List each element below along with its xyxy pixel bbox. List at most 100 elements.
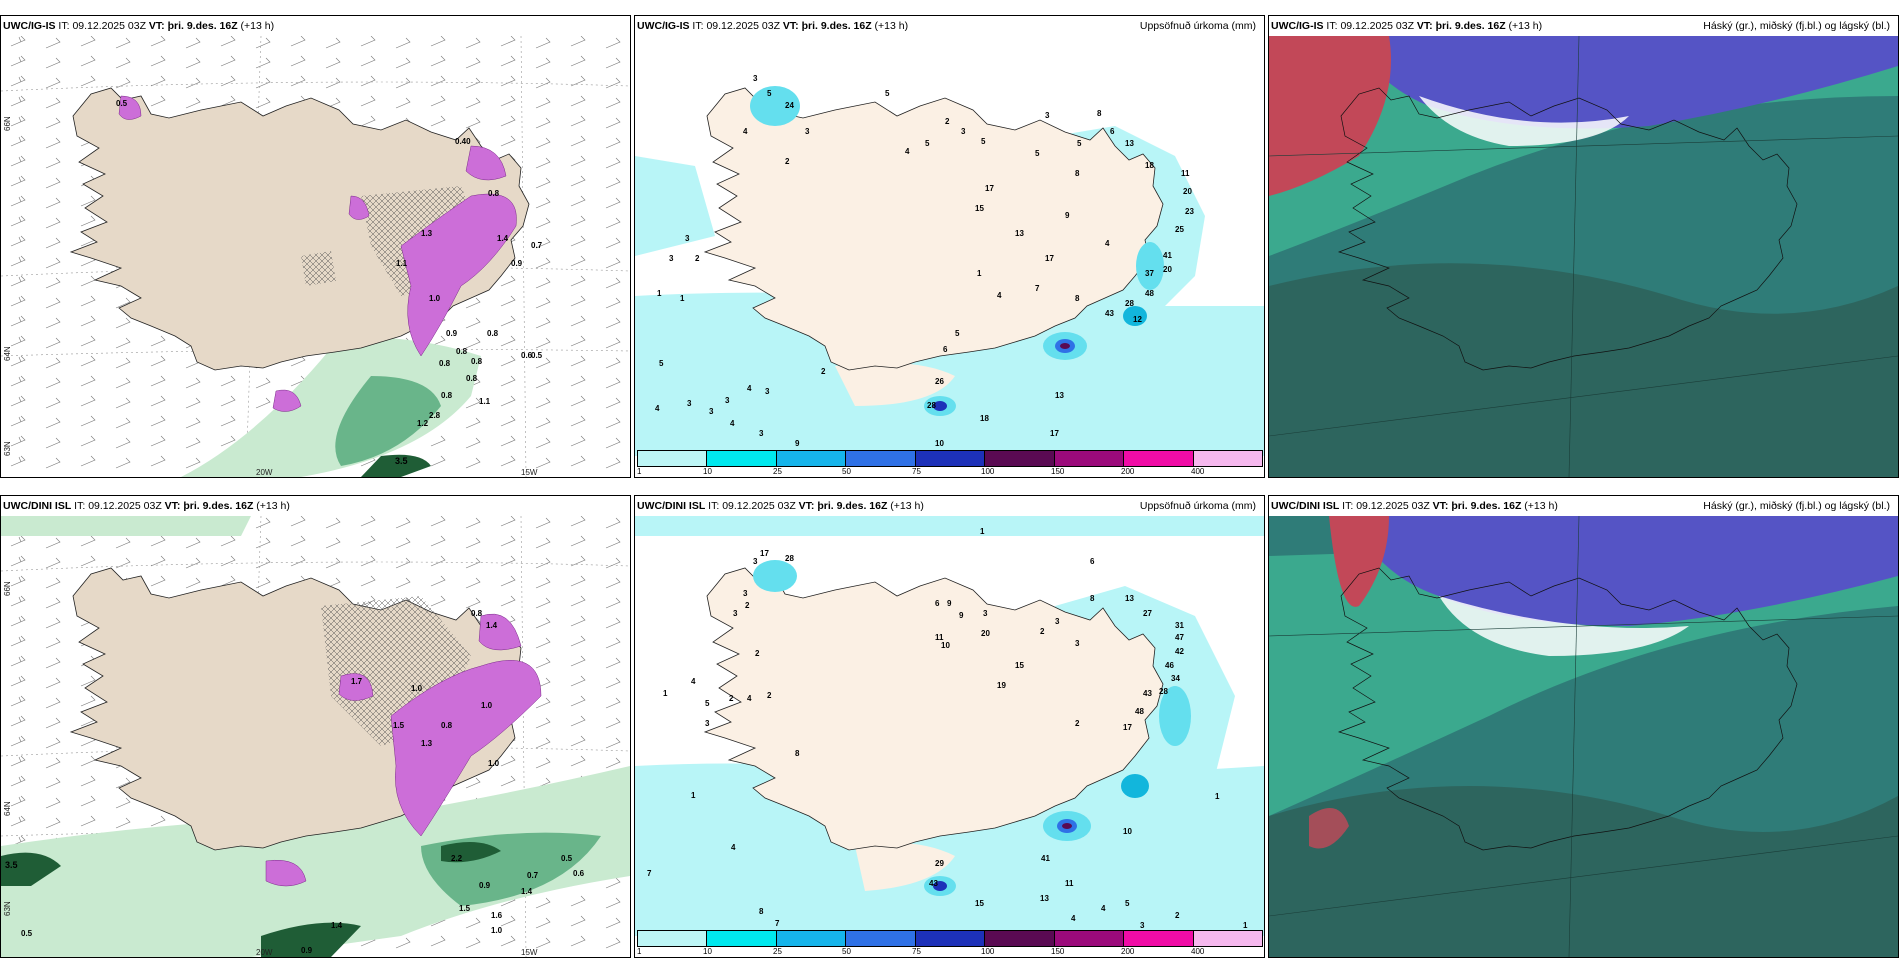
label: 5 bbox=[1035, 149, 1040, 158]
label: 4 bbox=[1071, 914, 1076, 923]
label: 19 bbox=[997, 681, 1006, 690]
label: 4 bbox=[1105, 239, 1110, 248]
panel-header: UWC/DINI ISL IT: 09.12.2025 03Z VT: þri.… bbox=[1269, 496, 1898, 516]
label: 17 bbox=[760, 549, 769, 558]
lon-label-15: 15W bbox=[521, 948, 538, 957]
legend-tick: 200 bbox=[1121, 947, 1135, 956]
label: 0.8 bbox=[471, 357, 483, 366]
label: 8 bbox=[1075, 294, 1080, 303]
label: 10 bbox=[941, 641, 950, 650]
label: 0.8 bbox=[456, 347, 468, 356]
label: 1.2 bbox=[417, 419, 429, 428]
label: 5 bbox=[925, 139, 930, 148]
label: 8 bbox=[795, 749, 800, 758]
label: 3 bbox=[753, 557, 758, 566]
label: 43 bbox=[1105, 309, 1114, 318]
lat-label-64: 64N bbox=[3, 801, 12, 816]
wind-barbs bbox=[10, 36, 621, 469]
precip-color-legend bbox=[637, 450, 1263, 467]
legend-tick: 400 bbox=[1191, 947, 1205, 956]
label: 41 bbox=[1041, 854, 1050, 863]
label: 0.9 bbox=[446, 329, 458, 338]
panel-right-title: Háský (gr.), miðský (fj.bl.) og lágský (… bbox=[1703, 20, 1890, 32]
label: 3 bbox=[983, 609, 988, 618]
label: 0.9 bbox=[511, 259, 523, 268]
label: 6 bbox=[943, 345, 948, 354]
label: 3.5 bbox=[5, 860, 18, 870]
label: 5 bbox=[705, 699, 710, 708]
legend-tick: 100 bbox=[981, 467, 995, 476]
precip-magenta bbox=[118, 95, 517, 412]
label: 6 bbox=[1110, 127, 1115, 136]
legend-swatch bbox=[985, 451, 1055, 466]
map-accumulated-precip: 3 17 28 3 2 3 2 5 4 2 1 4 2 3 1 8 1 6 8 … bbox=[635, 516, 1264, 936]
precip-labels: 3 5 24 4 3 2 3 3 2 1 1 5 4 3 3 3 4 3 9 4… bbox=[655, 74, 1194, 448]
label: 0.5 bbox=[531, 351, 543, 360]
label: 5 bbox=[981, 137, 986, 146]
label: 3 bbox=[765, 387, 770, 396]
label: 24 bbox=[785, 101, 794, 110]
label: 0.8 bbox=[439, 359, 451, 368]
label: 46 bbox=[1165, 661, 1174, 670]
legend-tick: 75 bbox=[912, 467, 921, 476]
label: 6 bbox=[935, 599, 940, 608]
legend-swatch bbox=[707, 451, 777, 466]
legend-swatch bbox=[1193, 451, 1262, 466]
legend-swatch bbox=[1124, 931, 1194, 946]
legend-swatch bbox=[638, 931, 708, 946]
legend-tick: 100 bbox=[981, 947, 995, 956]
label: 42 bbox=[1175, 647, 1184, 656]
legend-ticks: 1 10 25 50 75 100 150 200 400 bbox=[637, 467, 1263, 477]
label: 29 bbox=[935, 859, 944, 868]
label: 25 bbox=[1175, 225, 1184, 234]
label: 5 bbox=[1077, 139, 1082, 148]
label: 4 bbox=[905, 147, 910, 156]
label: 2 bbox=[945, 117, 950, 126]
legend-tick: 150 bbox=[1051, 947, 1065, 956]
label: 3 bbox=[669, 254, 674, 263]
legend-swatch bbox=[776, 451, 847, 466]
legend-tick: 50 bbox=[842, 467, 851, 476]
label: 3 bbox=[1045, 111, 1050, 120]
label: 43 bbox=[1143, 689, 1152, 698]
label: 4 bbox=[655, 404, 660, 413]
map-wind-precip: 1.4 0.8 1.7 1.0 1.5 1.3 1.0 0.8 1.0 0.5 … bbox=[1, 516, 630, 957]
label: 2 bbox=[785, 157, 790, 166]
label: 0.40 bbox=[455, 137, 471, 146]
map-wind-precip: 0.5 0.40 0.8 1.3 1.4 0.9 1.0 1.1 0.7 0.8… bbox=[1, 36, 630, 477]
precip-magenta bbox=[265, 613, 542, 887]
label: 3 bbox=[687, 399, 692, 408]
label: 0.9 bbox=[479, 881, 491, 890]
label: 18 bbox=[1145, 161, 1154, 170]
precip-labels: 3 17 28 3 2 3 2 5 4 2 1 4 2 3 1 8 1 6 8 … bbox=[647, 527, 1248, 930]
map-accumulated-precip: 3 5 24 4 3 2 3 3 2 1 1 5 4 3 3 3 4 3 9 4… bbox=[635, 74, 1264, 456]
legend-tick: 150 bbox=[1051, 467, 1065, 476]
label: 0.6 bbox=[521, 351, 533, 360]
panel-dini-wind: UWC/DINI ISL IT: 09.12.2025 03Z VT: þri.… bbox=[0, 495, 631, 958]
label: 48 bbox=[1135, 707, 1144, 716]
label: 3 bbox=[961, 127, 966, 136]
label: 5 bbox=[955, 329, 960, 338]
label: 1.4 bbox=[486, 621, 498, 630]
label: 1.4 bbox=[497, 234, 509, 243]
label: 0.6 bbox=[573, 869, 585, 878]
precip-cores bbox=[753, 560, 1191, 896]
label: 8 bbox=[759, 907, 764, 916]
label: 1.0 bbox=[491, 926, 503, 935]
label: 0.8 bbox=[487, 329, 499, 338]
label: 9 bbox=[795, 439, 800, 448]
label: 11 bbox=[1065, 879, 1074, 888]
legend-ticks: 1 10 25 50 75 100 150 200 400 bbox=[637, 947, 1263, 957]
label: 41 bbox=[1163, 251, 1172, 260]
legend-swatch bbox=[1054, 931, 1125, 946]
label: 0.5 bbox=[21, 929, 33, 938]
precip-cores bbox=[750, 86, 1164, 416]
label: 13 bbox=[1055, 391, 1064, 400]
label: 4 bbox=[743, 127, 748, 136]
label: 23 bbox=[1185, 207, 1194, 216]
label: 9 bbox=[947, 599, 952, 608]
label: 1 bbox=[1215, 792, 1220, 801]
label: 11 bbox=[1181, 169, 1190, 178]
label: 7 bbox=[647, 869, 652, 878]
panel-header: UWC/IG-IS IT: 09.12.2025 03Z VT: þri. 9.… bbox=[635, 16, 1264, 36]
